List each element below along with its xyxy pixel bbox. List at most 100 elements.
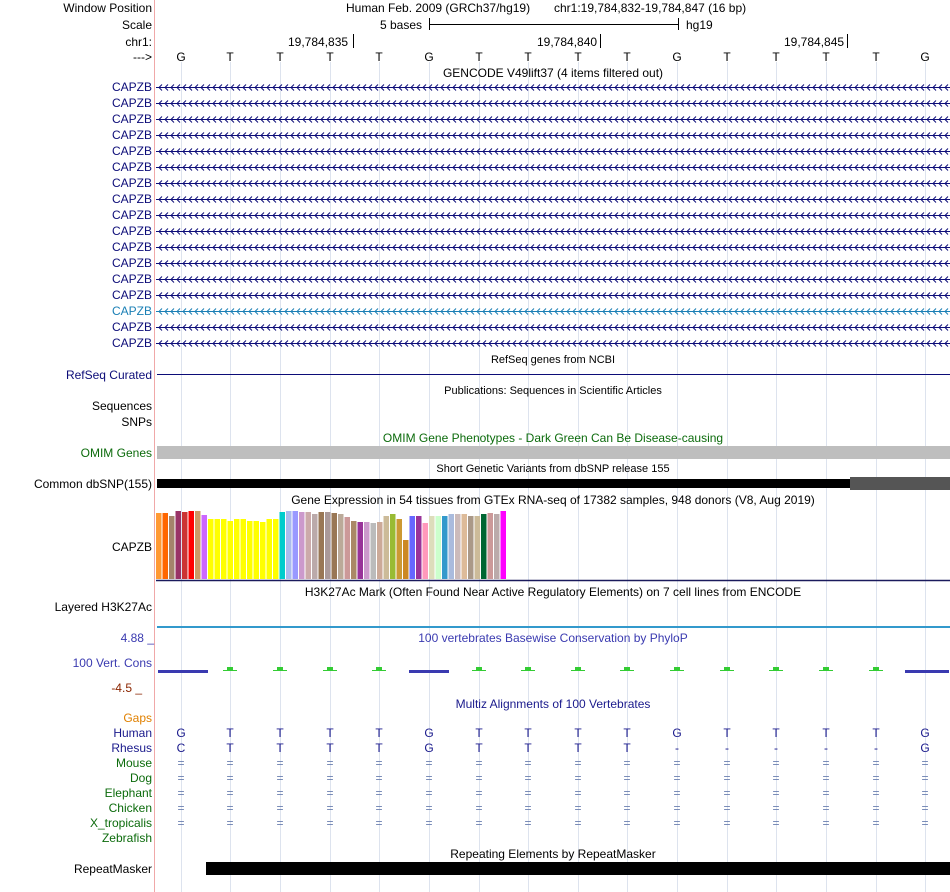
gtex-tissue-bar[interactable] <box>448 514 455 579</box>
gencode-item-label[interactable]: CAPZB <box>111 144 152 158</box>
phylop-label[interactable]: 100 Vert. Cons <box>72 656 152 670</box>
gtex-tissue-bar[interactable] <box>344 517 351 579</box>
gencode-track-title[interactable]: GENCODE V49lift37 (4 items filtered out) <box>442 66 664 80</box>
gtex-tissue-bar[interactable] <box>435 516 442 579</box>
gtex-tissue-bar[interactable] <box>175 511 182 579</box>
gtex-tissue-bar[interactable] <box>442 516 448 579</box>
gtex-tissue-bar[interactable] <box>195 511 201 579</box>
gencode-transcript[interactable] <box>156 81 950 93</box>
gtex-tissue-bar[interactable] <box>422 523 429 579</box>
gtex-tissue-bar[interactable] <box>429 516 435 579</box>
refseq-track-title[interactable]: RefSeq genes from NCBI <box>490 354 616 366</box>
gtex-tissue-bar[interactable] <box>279 512 286 579</box>
dbsnp-variant-bar[interactable] <box>157 479 950 488</box>
gtex-tissue-bar[interactable] <box>188 511 195 579</box>
gtex-tissue-bar[interactable] <box>351 521 357 579</box>
gtex-tissue-bar[interactable] <box>331 513 338 579</box>
gencode-transcript[interactable] <box>156 337 950 349</box>
gtex-label[interactable]: CAPZB <box>111 540 152 554</box>
multiz-rhesus-label[interactable]: Rhesus <box>111 741 152 755</box>
gencode-transcript[interactable] <box>156 193 950 205</box>
gtex-tissue-bar[interactable] <box>403 540 409 579</box>
gtex-tissue-bar[interactable] <box>227 521 234 579</box>
gencode-transcript[interactable] <box>156 177 950 189</box>
multiz-species-label[interactable]: Dog <box>129 771 152 785</box>
gtex-tissue-bar[interactable] <box>305 512 312 579</box>
gtex-tissue-bar[interactable] <box>396 519 403 579</box>
dbsnp-variant-bar-grey[interactable] <box>850 477 950 490</box>
gtex-tissue-bar[interactable] <box>494 514 500 579</box>
gtex-tissue-bar[interactable] <box>273 519 279 579</box>
gencode-transcript[interactable] <box>156 289 950 301</box>
gtex-tissue-bar[interactable] <box>156 513 162 579</box>
repeatmasker-label[interactable]: RepeatMasker <box>73 862 152 876</box>
gencode-item-label[interactable]: CAPZB <box>111 80 152 94</box>
omim-gene-bar[interactable] <box>157 446 950 459</box>
gencode-transcript[interactable] <box>156 241 950 253</box>
gtex-tissue-bar[interactable] <box>214 519 221 579</box>
gencode-transcript[interactable] <box>156 321 950 333</box>
gtex-tissue-bar[interactable] <box>162 513 169 579</box>
multiz-track-title[interactable]: Multiz Alignments of 100 Vertebrates <box>455 697 651 711</box>
omim-label[interactable]: OMIM Genes <box>80 446 152 460</box>
gtex-tissue-bar[interactable] <box>247 521 253 579</box>
gencode-item-label[interactable]: CAPZB <box>111 240 152 254</box>
dbsnp-track-title[interactable]: Short Genetic Variants from dbSNP releas… <box>436 463 670 475</box>
gencode-transcript[interactable] <box>156 161 950 173</box>
gtex-tissue-bar[interactable] <box>377 522 383 579</box>
gtex-tissue-bar[interactable] <box>474 516 481 579</box>
gtex-tissue-bar[interactable] <box>468 516 474 579</box>
gtex-tissue-bar[interactable] <box>370 523 377 579</box>
gencode-transcript[interactable] <box>156 145 950 157</box>
multiz-species-label[interactable]: X_tropicalis <box>89 816 152 830</box>
gtex-tissue-bar[interactable] <box>208 519 214 579</box>
gencode-item-label[interactable]: CAPZB <box>111 272 152 286</box>
omim-track-title[interactable]: OMIM Gene Phenotypes - Dark Green Can Be… <box>382 431 724 445</box>
gtex-tissue-bar[interactable] <box>201 515 208 579</box>
publications-snps-label[interactable]: SNPs <box>121 415 152 429</box>
gtex-tissue-bar[interactable] <box>364 522 370 579</box>
gtex-tissue-bar[interactable] <box>461 514 468 579</box>
multiz-species-label[interactable]: Mouse <box>115 756 152 770</box>
gtex-tissue-bar[interactable] <box>416 516 422 579</box>
gtex-tissue-bar[interactable] <box>292 511 299 579</box>
gtex-tissue-bar[interactable] <box>487 513 494 579</box>
gtex-tissue-bar[interactable] <box>481 514 487 579</box>
gencode-transcript[interactable] <box>156 113 950 125</box>
multiz-species-label[interactable]: Chicken <box>108 801 152 815</box>
gencode-item-label[interactable]: CAPZB <box>111 176 152 190</box>
gtex-tissue-bar[interactable] <box>318 512 325 579</box>
gencode-item-label[interactable]: CAPZB <box>111 128 152 142</box>
gencode-item-label[interactable]: CAPZB <box>111 96 152 110</box>
gtex-tissue-bar[interactable] <box>221 519 227 579</box>
gencode-item-label[interactable]: CAPZB <box>111 192 152 206</box>
h3k27ac-label[interactable]: Layered H3K27Ac <box>54 600 152 614</box>
repeatmasker-track-title[interactable]: Repeating Elements by RepeatMasker <box>450 847 656 861</box>
repeatmasker-element-bar[interactable] <box>206 862 950 875</box>
gtex-tissue-bar[interactable] <box>253 521 260 579</box>
h3k27ac-track-title[interactable]: H3K27Ac Mark (Often Found Near Active Re… <box>304 585 802 599</box>
phylop-plot[interactable] <box>156 646 950 692</box>
gtex-tissue-bar[interactable] <box>169 516 175 579</box>
gtex-tissue-bar[interactable] <box>312 514 318 579</box>
gtex-tissue-bar[interactable] <box>299 512 305 579</box>
gencode-item-label[interactable]: CAPZB <box>111 208 152 222</box>
gencode-item-label[interactable]: CAPZB <box>111 320 152 334</box>
gencode-transcript[interactable] <box>156 129 950 141</box>
gtex-track-title[interactable]: Gene Expression in 54 tissues from GTEx … <box>291 493 815 507</box>
gtex-tissue-bar[interactable] <box>240 519 247 579</box>
gtex-tissue-bar[interactable] <box>182 512 188 579</box>
gencode-transcript[interactable] <box>156 209 950 221</box>
multiz-species-label[interactable]: Zebrafish <box>101 831 152 845</box>
multiz-human-label[interactable]: Human <box>113 726 152 740</box>
gencode-item-label[interactable]: CAPZB <box>111 304 152 318</box>
gtex-tissue-bar[interactable] <box>357 522 364 579</box>
publications-sequences-label[interactable]: Sequences <box>91 399 152 413</box>
gtex-tissue-bar[interactable] <box>234 519 240 579</box>
multiz-species-label[interactable]: Elephant <box>104 786 152 800</box>
gtex-tissue-bar[interactable] <box>409 516 416 579</box>
dbsnp-label[interactable]: Common dbSNP(155) <box>33 477 152 491</box>
publications-track-title[interactable]: Publications: Sequences in Scientific Ar… <box>444 385 662 397</box>
gencode-item-label[interactable]: CAPZB <box>111 224 152 238</box>
gencode-transcript[interactable] <box>156 305 950 317</box>
